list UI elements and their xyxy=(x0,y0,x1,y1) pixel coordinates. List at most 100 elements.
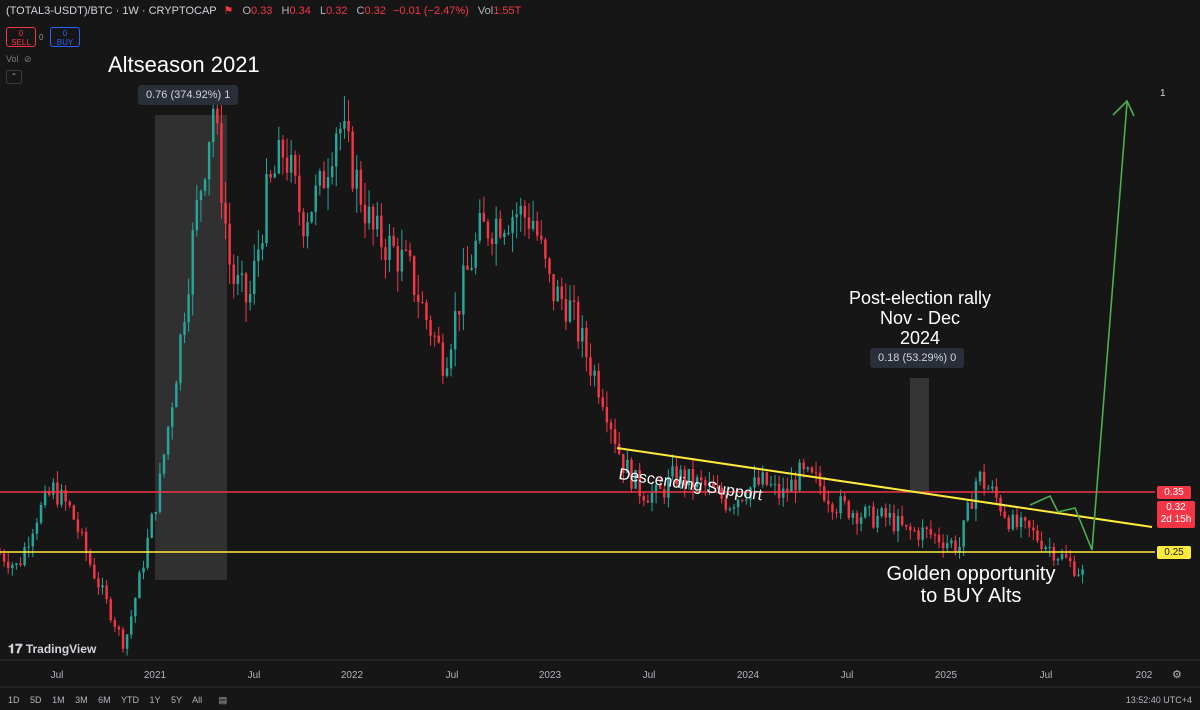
tradingview-logo[interactable]: 𝟏𝟕 TradingView xyxy=(8,641,96,657)
candle-down xyxy=(613,429,617,444)
range-6m[interactable]: 6M xyxy=(98,695,111,705)
candle-down xyxy=(523,206,527,218)
candle-down xyxy=(68,501,71,506)
candle-up xyxy=(179,334,182,384)
candle-down xyxy=(499,218,502,238)
range-all[interactable]: All xyxy=(192,695,203,705)
candle-up xyxy=(728,508,732,510)
candle-up xyxy=(667,476,670,498)
projection-path xyxy=(1029,102,1128,551)
candle-up xyxy=(326,177,330,189)
symbol-header[interactable]: (TOTAL3-USDT)/BTC · 1W · CRYPTOCAP ⚑ O0.… xyxy=(6,4,521,17)
candle-up xyxy=(257,249,260,261)
buy-button[interactable]: 0 BUY xyxy=(50,27,80,47)
candle-up xyxy=(240,273,244,276)
candle-up xyxy=(339,128,342,134)
candle-up xyxy=(478,212,481,241)
candle-down xyxy=(954,540,957,552)
current-price-value: 0.32 xyxy=(1166,502,1186,513)
candle-down xyxy=(933,534,937,536)
candle-up xyxy=(306,222,309,237)
candle-up xyxy=(921,527,924,540)
red-flag-icon[interactable]: ⚑ xyxy=(223,5,234,17)
collapse-chevron-icon[interactable]: ⌃ xyxy=(6,70,22,84)
candle-up xyxy=(946,543,949,549)
candle-up xyxy=(593,370,596,376)
symbol-title[interactable]: (TOTAL3-USDT)/BTC · 1W · CRYPTOCAP xyxy=(6,5,217,17)
candle-down xyxy=(576,301,580,342)
candle-up xyxy=(355,169,358,189)
candle-up xyxy=(199,191,203,201)
buy-label: BUY xyxy=(56,38,74,47)
golden-line1: Golden opportunity xyxy=(886,563,1056,585)
volume-indicator[interactable]: Vol ⊘ xyxy=(6,54,32,65)
candle-down xyxy=(412,256,416,295)
altseason-measure-tooltip: 0.76 (374.92%) 1 xyxy=(138,85,239,105)
candle-up xyxy=(175,383,178,408)
date-range-calendar-icon[interactable]: ▤ xyxy=(218,695,228,705)
candle-down xyxy=(109,599,112,621)
candle-down xyxy=(658,484,662,490)
candle-up xyxy=(769,484,773,486)
candle-down xyxy=(900,515,904,525)
settings-gear-icon[interactable]: ⚙ xyxy=(1172,669,1182,681)
candle-up xyxy=(27,546,30,548)
candle-down xyxy=(527,217,531,229)
candle-up xyxy=(43,490,47,505)
support-price-label: 0.25 xyxy=(1157,546,1191,559)
clock-timezone[interactable]: 13:52:40 UTC+4 xyxy=(1125,695,1192,705)
candle-up xyxy=(195,200,199,231)
range-5d[interactable]: 5D xyxy=(30,695,42,705)
time-axis-label: Jul xyxy=(445,670,459,681)
time-axis-label: 2023 xyxy=(538,670,562,681)
candle-up xyxy=(23,547,26,566)
range-1y[interactable]: 1Y xyxy=(149,695,161,705)
sell-label: SELL xyxy=(11,38,31,47)
candle-up xyxy=(781,488,785,498)
candle-up xyxy=(1077,574,1080,576)
candle-up xyxy=(626,459,629,474)
post-election-highlight xyxy=(910,378,929,493)
candle-down xyxy=(544,239,547,259)
candle-up xyxy=(1044,547,1047,550)
candle-down xyxy=(458,310,461,315)
sell-button[interactable]: 0 SELL xyxy=(6,27,36,47)
candle-down xyxy=(597,370,600,398)
candle-up xyxy=(166,426,170,455)
candle-up xyxy=(253,260,256,295)
candle-down xyxy=(396,245,399,272)
candle-down xyxy=(609,422,613,430)
candle-up xyxy=(203,179,207,192)
range-1m[interactable]: 1M xyxy=(52,695,65,705)
range-5y[interactable]: 5Y xyxy=(171,695,183,705)
altseason-highlight xyxy=(155,115,227,580)
range-selector[interactable]: 1D 5D 1M 3M 6M YTD 1Y 5Y All ▤ xyxy=(8,695,235,706)
eye-hidden-icon[interactable]: ⊘ xyxy=(24,54,32,64)
candle-down xyxy=(724,498,728,510)
candle-down xyxy=(929,528,933,535)
candle-down xyxy=(827,500,830,505)
candle-down xyxy=(810,467,814,473)
change-value: −0.01 (−2.47%) xyxy=(392,5,469,17)
candle-down xyxy=(601,397,605,407)
projection-arrowhead xyxy=(1112,99,1135,117)
candle-up xyxy=(314,185,317,212)
volume-indicator-label: Vol xyxy=(6,54,19,64)
candle-down xyxy=(1015,514,1019,528)
candle-down xyxy=(814,472,818,474)
candle-up xyxy=(248,294,252,303)
candle-down xyxy=(88,552,92,565)
candle-up xyxy=(101,585,104,588)
range-1d[interactable]: 1D xyxy=(8,695,20,705)
candle-down xyxy=(232,264,235,284)
range-3m[interactable]: 3M xyxy=(75,695,88,705)
candle-down xyxy=(0,553,2,555)
range-ytd[interactable]: YTD xyxy=(120,695,139,705)
candle-down xyxy=(482,212,486,222)
candle-up xyxy=(966,502,969,521)
candle-down xyxy=(347,120,350,132)
candle-up xyxy=(158,473,162,512)
candle-up xyxy=(129,616,133,635)
candle-up xyxy=(289,154,293,173)
